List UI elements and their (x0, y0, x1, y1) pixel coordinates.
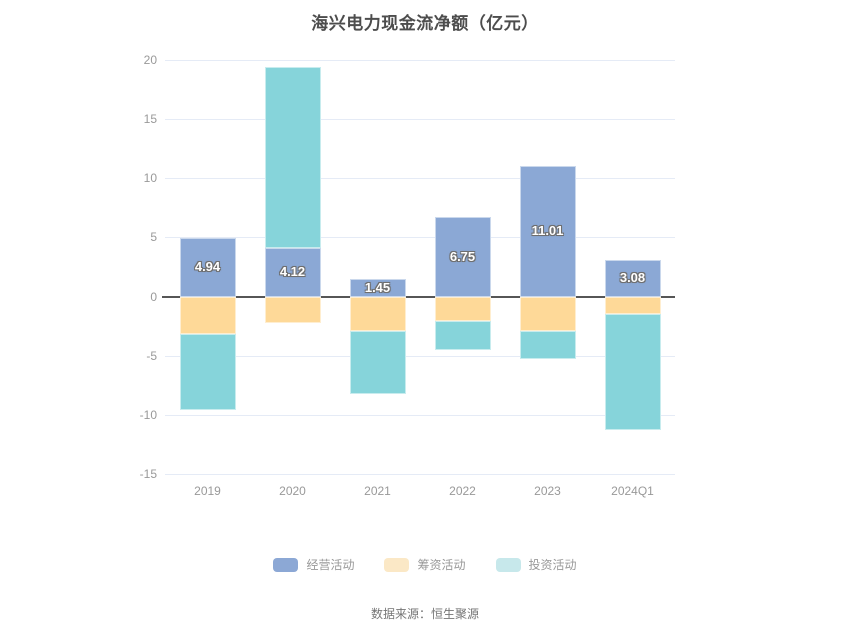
y-tick-label: 20 (143, 53, 157, 67)
bar-segment-投资活动-2020 (264, 66, 321, 248)
grid-line (165, 178, 675, 180)
bar-segment-投资活动-2022 (434, 321, 491, 351)
x-tick-label: 2019 (194, 484, 221, 498)
legend-label: 投资活动 (528, 558, 577, 572)
legend-item-筹资活动[interactable]: 筹资活动 (384, 556, 466, 573)
y-tick-label: -15 (139, 467, 157, 481)
bar-segment-经营活动-2023 (519, 166, 576, 297)
chart-legend: 经营活动 筹资活动 投资活动 (0, 556, 850, 573)
grid-line (165, 119, 675, 121)
bar-segment-经营活动-2020 (264, 247, 321, 297)
bar-segment-投资活动-2024Q1 (604, 314, 661, 430)
grid-line (165, 237, 675, 239)
legend-item-经营活动[interactable]: 经营活动 (273, 556, 354, 573)
bar-segment-投资活动-2023 (519, 330, 576, 359)
x-tick-label: 2020 (279, 484, 306, 498)
bar-segment-经营活动-2024Q1 (604, 260, 661, 297)
x-tick-label: 2021 (364, 484, 391, 498)
bar-segment-经营活动-2022 (434, 216, 491, 297)
grid-line (165, 414, 675, 416)
bar-segment-筹资活动-2023 (519, 296, 576, 331)
y-tick-label: -10 (139, 407, 157, 422)
y-tick-label: 15 (143, 112, 157, 127)
grid-line (165, 355, 675, 357)
y-tick-label: 5 (150, 230, 157, 245)
grid-line (165, 60, 675, 61)
bar-segment-筹资活动-2020 (264, 296, 321, 323)
chart-title: 海兴电力现金流净额（亿元） (311, 14, 539, 33)
legend-label: 经营活动 (306, 558, 355, 572)
legend-swatch (495, 557, 521, 572)
bar-segment-经营活动-2019 (179, 238, 236, 297)
zero-axis-line (162, 295, 675, 298)
x-tick-label: 2022 (449, 484, 476, 498)
bar-segment-筹资活动-2019 (179, 296, 236, 335)
bar-segment-筹资活动-2021 (349, 296, 406, 332)
x-tick-label: 2023 (534, 484, 561, 498)
legend-label: 筹资活动 (417, 558, 466, 572)
y-tick-label: 0 (150, 289, 157, 304)
y-tick-label: 10 (143, 171, 157, 186)
legend-swatch (384, 557, 410, 572)
bar-segment-投资活动-2019 (179, 334, 236, 410)
data-source-note: 数据来源：恒生聚源 (370, 607, 479, 621)
grid-line (165, 474, 675, 475)
bar-segment-筹资活动-2024Q1 (604, 296, 661, 315)
legend-swatch (273, 557, 299, 572)
bar-segment-筹资活动-2022 (434, 296, 491, 322)
y-tick-label: -5 (146, 348, 157, 363)
x-tick-label: 2024Q1 (611, 484, 654, 498)
bar-segment-经营活动-2021 (349, 279, 406, 297)
legend-item-投资活动[interactable]: 投资活动 (495, 556, 577, 573)
bar-segment-投资活动-2021 (349, 331, 406, 394)
